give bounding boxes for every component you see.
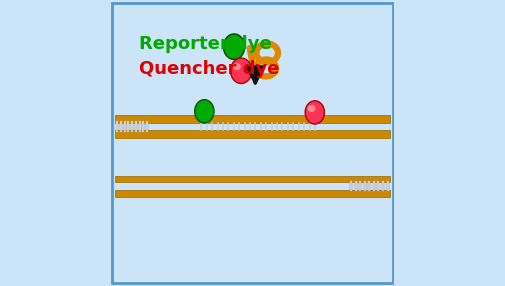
Text: Reporter dye: Reporter dye: [139, 35, 272, 53]
Bar: [355, 182, 357, 191]
Bar: [120, 123, 122, 132]
Bar: [142, 121, 144, 130]
Bar: [116, 121, 118, 130]
Bar: [127, 123, 129, 132]
Bar: [124, 121, 126, 130]
Ellipse shape: [233, 63, 241, 70]
Bar: [387, 182, 388, 191]
Bar: [359, 181, 361, 190]
Bar: [350, 182, 352, 191]
Bar: [382, 181, 384, 190]
Bar: [131, 121, 133, 130]
Ellipse shape: [224, 34, 245, 59]
Bar: [387, 181, 388, 190]
Ellipse shape: [231, 58, 252, 84]
Ellipse shape: [305, 101, 324, 124]
Bar: [350, 181, 352, 190]
Bar: [142, 123, 144, 132]
Bar: [364, 182, 366, 191]
Bar: [146, 121, 148, 130]
Ellipse shape: [308, 105, 316, 112]
Bar: [120, 121, 122, 130]
Bar: [368, 181, 370, 190]
Bar: [115, 176, 390, 182]
Bar: [115, 190, 390, 196]
Bar: [127, 121, 129, 130]
Bar: [364, 181, 366, 190]
Bar: [359, 182, 361, 191]
Bar: [355, 181, 357, 190]
Bar: [146, 123, 148, 132]
Bar: [382, 182, 384, 191]
Bar: [373, 181, 375, 190]
Bar: [131, 123, 133, 132]
Ellipse shape: [195, 100, 214, 123]
Bar: [135, 123, 137, 132]
Bar: [377, 182, 379, 191]
Text: Quencher dye: Quencher dye: [139, 60, 280, 78]
Bar: [368, 182, 370, 191]
Bar: [124, 123, 126, 132]
Bar: [377, 181, 379, 190]
Bar: [373, 182, 375, 191]
Bar: [115, 115, 390, 123]
Bar: [115, 130, 390, 138]
Bar: [135, 121, 137, 130]
Bar: [139, 123, 141, 132]
Bar: [139, 121, 141, 130]
Bar: [116, 123, 118, 132]
